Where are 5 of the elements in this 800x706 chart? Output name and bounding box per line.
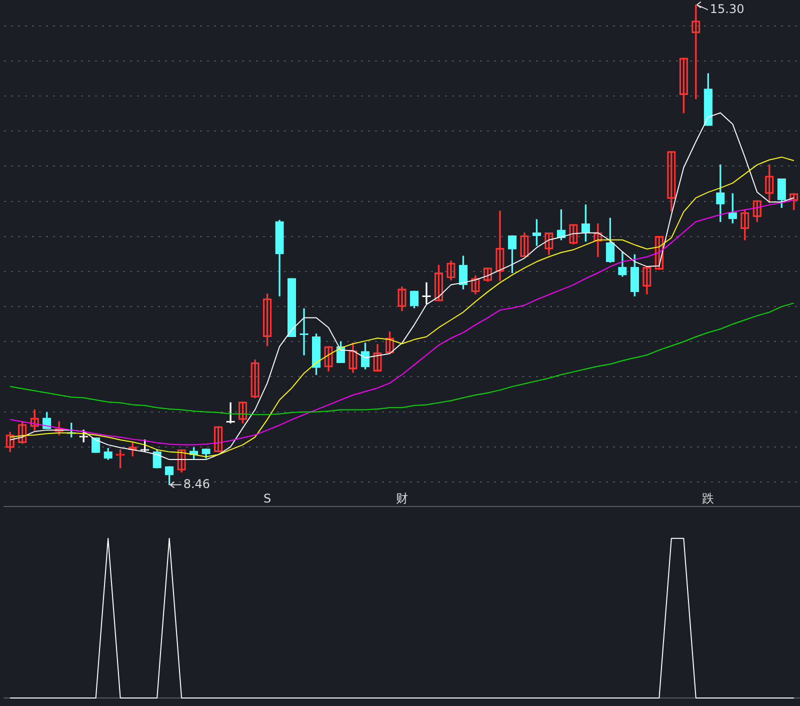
x-tick-label: 财 bbox=[396, 491, 408, 506]
x-tick-label: 跌 bbox=[702, 491, 714, 506]
annotation: 15.30 bbox=[710, 2, 744, 16]
x-tick-label: S bbox=[263, 491, 272, 506]
annotation: 8.46 bbox=[183, 476, 210, 491]
